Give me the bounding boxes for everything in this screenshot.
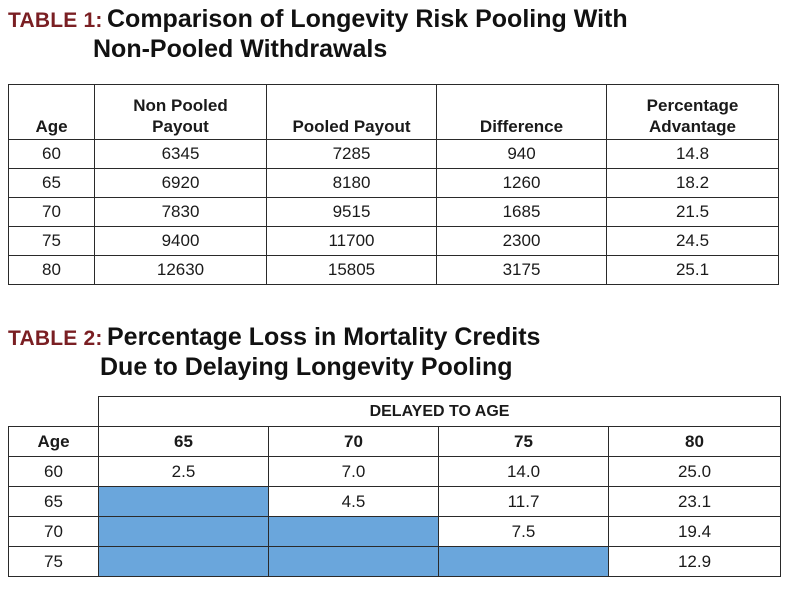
- table-row: 70 7.5 19.4: [8, 516, 782, 547]
- cell-age: 70: [8, 197, 95, 227]
- table2-header-75: 75: [438, 426, 609, 457]
- cell-non-pooled: 6345: [94, 139, 267, 169]
- table2: DELAYED TO AGE Age 65 70 75 80 60 2.5 7.…: [8, 396, 782, 577]
- table1-label: TABLE 1:: [8, 9, 103, 32]
- table2-group-header-row: DELAYED TO AGE: [8, 396, 782, 427]
- table2-label: TABLE 2:: [8, 327, 103, 350]
- shaded-cell: [98, 516, 269, 547]
- cell-age: 70: [8, 516, 99, 547]
- cell-difference: 3175: [436, 255, 607, 285]
- cell-pooled: 7285: [266, 139, 437, 169]
- cell-70: 7.0: [268, 456, 439, 487]
- table-row: 75 9400 11700 2300 24.5: [8, 226, 779, 256]
- cell-non-pooled: 9400: [94, 226, 267, 256]
- table2-header-80: 80: [607, 426, 782, 457]
- cell-age: 75: [8, 226, 95, 256]
- table-row: 60 6345 7285 940 14.8: [8, 139, 779, 169]
- table-row: 65 6920 8180 1260 18.2: [8, 168, 779, 198]
- cell-pooled: 11700: [266, 226, 437, 256]
- cell-percentage: 18.2: [606, 168, 779, 198]
- cell-pooled: 15805: [266, 255, 437, 285]
- table1-title-line1: Comparison of Longevity Risk Pooling Wit…: [107, 5, 628, 33]
- cell-pooled: 8180: [266, 168, 437, 198]
- table-row: 80 12630 15805 3175 25.1: [8, 255, 779, 285]
- table1-header-age: Age: [8, 84, 95, 140]
- cell-difference: 2300: [436, 226, 607, 256]
- cell-pooled: 9515: [266, 197, 437, 227]
- table2-header-row: Age 65 70 75 80: [8, 426, 782, 457]
- table-row: 70 7830 9515 1685 21.5: [8, 197, 779, 227]
- cell-non-pooled: 7830: [94, 197, 267, 227]
- table2-corner-blank: [8, 396, 99, 427]
- cell-percentage: 24.5: [606, 226, 779, 256]
- table2-title-line1: Percentage Loss in Mortality Credits: [107, 323, 541, 351]
- table1: Age Non Pooled Payout Pooled Payout Diffe…: [8, 84, 779, 285]
- cell-percentage: 21.5: [606, 197, 779, 227]
- shaded-cell: [98, 486, 269, 517]
- cell-percentage: 25.1: [606, 255, 779, 285]
- table1-header-difference: Difference: [436, 84, 607, 140]
- shaded-cell: [438, 546, 609, 577]
- cell-70: 4.5: [268, 486, 439, 517]
- cell-difference: 940: [436, 139, 607, 169]
- table-row: 75 12.9: [8, 546, 782, 577]
- cell-age: 65: [8, 168, 95, 198]
- cell-age: 60: [8, 139, 95, 169]
- cell-age: 65: [8, 486, 99, 517]
- table1-header-row: Age Non Pooled Payout Pooled Payout Diffe…: [8, 84, 779, 140]
- table2-group-header: DELAYED TO AGE: [97, 396, 782, 427]
- table2-header-age: Age: [8, 426, 99, 457]
- cell-80: 25.0: [607, 456, 782, 487]
- table1-title: TABLE 1: Comparison of Longevity Risk Po…: [8, 4, 628, 64]
- cell-difference: 1260: [436, 168, 607, 198]
- table2-header-70: 70: [268, 426, 439, 457]
- table-row: 60 2.5 7.0 14.0 25.0: [8, 456, 782, 487]
- cell-percentage: 14.8: [606, 139, 779, 169]
- table1-title-line2: Non-Pooled Withdrawals: [93, 35, 388, 63]
- cell-80: 23.1: [607, 486, 782, 517]
- cell-75: 14.0: [438, 456, 609, 487]
- table1-header-pooled: Pooled Payout: [266, 84, 437, 140]
- cell-age: 80: [8, 255, 95, 285]
- table2-title: TABLE 2: Percentage Loss in Mortality Cr…: [8, 322, 540, 382]
- cell-non-pooled: 12630: [94, 255, 267, 285]
- shaded-cell: [268, 546, 439, 577]
- cell-non-pooled: 6920: [94, 168, 267, 198]
- table-row: 65 4.5 11.7 23.1: [8, 486, 782, 517]
- table2-title-line2: Due to Delaying Longevity Pooling: [100, 353, 513, 381]
- cell-age: 75: [8, 546, 99, 577]
- cell-age: 60: [8, 456, 99, 487]
- shaded-cell: [98, 546, 269, 577]
- cell-80: 12.9: [607, 546, 782, 577]
- table1-header-percentage: Percentage Advantage: [606, 84, 779, 140]
- cell-75: 11.7: [438, 486, 609, 517]
- cell-difference: 1685: [436, 197, 607, 227]
- table2-header-65: 65: [98, 426, 269, 457]
- cell-75: 7.5: [438, 516, 609, 547]
- shaded-cell: [268, 516, 439, 547]
- cell-80: 19.4: [607, 516, 782, 547]
- table1-header-non-pooled: Non Pooled Payout: [94, 84, 267, 140]
- cell-65: 2.5: [98, 456, 269, 487]
